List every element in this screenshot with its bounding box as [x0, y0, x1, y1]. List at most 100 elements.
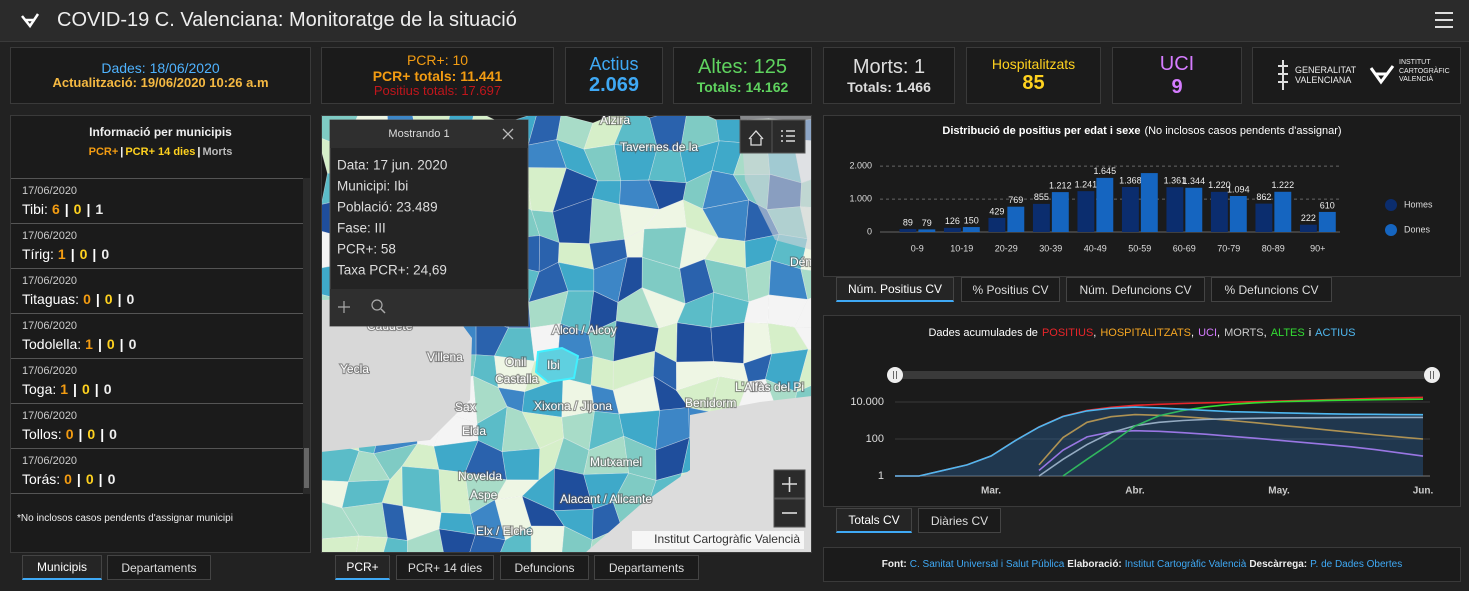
item-separator: |	[70, 246, 75, 262]
legend-label: MORTS	[1224, 327, 1264, 339]
municipality[interactable]	[401, 466, 442, 513]
y-tick-label: 100	[866, 433, 884, 445]
y-tick-label: 2.000	[849, 161, 872, 171]
bar	[918, 229, 936, 232]
municipality[interactable]	[796, 348, 839, 393]
municipality[interactable]	[590, 356, 614, 391]
item-name: Tollos:	[22, 426, 62, 442]
title-separator: ,	[1093, 327, 1096, 339]
gva-logo-text: GENERALITAT VALENCIANA	[1295, 65, 1356, 85]
bar	[1032, 203, 1050, 232]
data-label: 1.645	[1094, 166, 1117, 176]
municipality[interactable]	[312, 535, 360, 565]
list-item[interactable]: 17/06/2020 Tollos: 0 | 0 | 0	[11, 404, 303, 449]
list-item[interactable]: 17/06/2020 Toga: 1 | 0 | 0	[11, 359, 303, 404]
tab[interactable]: Núm. Positius CV	[836, 277, 954, 302]
tab[interactable]: Núm. Defuncions CV	[1066, 277, 1205, 302]
place-label: Alzira	[600, 113, 630, 127]
data-label: 79	[922, 218, 932, 228]
tab[interactable]: Diàries CV	[918, 508, 1001, 533]
tab[interactable]: Totals CV	[836, 508, 912, 533]
footer-link: C. Sanitat Universal i Salut Pública	[909, 559, 1065, 570]
x-tick-label: May.	[1268, 486, 1290, 497]
attribution: Institut Cartogràfic Valencià	[654, 532, 800, 546]
item-value: 0	[101, 246, 110, 262]
tab[interactable]: % Positius CV	[961, 277, 1060, 302]
municipality[interactable]	[381, 537, 408, 568]
tab[interactable]: PCR+	[335, 555, 390, 580]
tab[interactable]: Departaments	[107, 555, 211, 580]
municipis-list: 17/06/2020 Tibi: 6 | 0 | 1 17/06/2020 Tírig: 1 | 0 |…	[11, 178, 303, 494]
municipality[interactable]	[530, 525, 565, 567]
item-separator: |	[76, 471, 81, 487]
municipality[interactable]	[407, 528, 447, 571]
tab[interactable]: Departaments	[594, 555, 699, 580]
list-item[interactable]: 17/06/2020 Torás: 0 | 0 | 0	[11, 449, 303, 494]
municipality[interactable]	[354, 535, 388, 565]
municipality[interactable]	[676, 322, 714, 363]
municipality[interactable]	[800, 268, 839, 300]
bar	[1121, 186, 1139, 232]
scrollbar[interactable]	[303, 178, 310, 494]
municipality[interactable]	[465, 534, 506, 568]
bar	[1274, 191, 1292, 232]
footer-label: Descàrrega:	[1249, 559, 1308, 570]
scrollbar-thumb[interactable]	[304, 448, 309, 488]
title-separator: ,	[1217, 327, 1220, 339]
popup-move-icon[interactable]	[338, 301, 350, 313]
slider-handle[interactable]	[887, 367, 903, 383]
popup-zoom-icon[interactable]	[371, 299, 383, 311]
list-item[interactable]: 17/06/2020 Todolella: 1 | 0 | 0	[11, 314, 303, 359]
line	[1062, 398, 1424, 477]
area	[895, 407, 1423, 476]
place-label: Alacant / Alicante	[560, 492, 652, 506]
home-button[interactable]	[739, 119, 773, 154]
place-label: Onil	[505, 355, 526, 369]
list-item[interactable]: 17/06/2020 Titaguas: 0 | 0 | 0	[11, 269, 303, 314]
tab[interactable]: PCR+ 14 dies	[396, 555, 494, 580]
tab[interactable]: Municipis	[22, 555, 102, 580]
x-tick-label: 50-59	[1128, 243, 1151, 253]
item-separator: |	[78, 426, 83, 442]
stat-box: Hospitalitzats 85	[966, 47, 1101, 104]
municipality[interactable]	[794, 326, 839, 357]
popup-close[interactable]	[502, 128, 514, 140]
data-label: 769	[1008, 195, 1023, 205]
popup-field: PCR+: 58	[337, 242, 396, 257]
municipality[interactable]	[438, 528, 476, 571]
item-values: Tírig: 1 | 0 | 0	[22, 246, 109, 262]
selected-municipality[interactable]	[534, 346, 580, 384]
place-label: Elx / Elche	[476, 524, 533, 538]
legend-item: PCR+ 14 dies	[125, 146, 196, 158]
menu-button[interactable]	[1434, 11, 1454, 29]
municipality[interactable]	[794, 286, 839, 328]
tab[interactable]: % Defuncions CV	[1211, 277, 1332, 302]
slider-handle[interactable]	[1424, 367, 1440, 383]
item-separator: |	[119, 336, 124, 352]
item-value: 0	[87, 426, 96, 442]
line-chart-panel	[823, 315, 1461, 507]
item-separator: |	[98, 471, 103, 487]
stat-text: Totals: 14.162	[696, 78, 789, 95]
logo-line: GENERALITAT	[1295, 65, 1357, 75]
list-item[interactable]: 17/06/2020 Tibi: 6 | 0 | 1	[11, 179, 303, 224]
municipality[interactable]	[710, 322, 745, 364]
tab[interactable]: Defuncions	[500, 555, 589, 580]
bar	[1166, 187, 1184, 232]
municipality[interactable]	[561, 525, 593, 564]
line	[1038, 429, 1424, 472]
stat-box: Actius 2.069	[565, 47, 663, 104]
footer-link: P. de Dades Obertes	[1310, 559, 1403, 570]
list-item[interactable]: 17/06/2020 Tírig: 1 | 0 | 0	[11, 224, 303, 269]
logo-line: CARTOGRÀFIC	[1399, 67, 1450, 75]
data-label: 1.222	[1272, 180, 1295, 190]
data-label: 1.344	[1183, 176, 1206, 186]
stat-text: Actualització: 19/06/2020 10:26 a.m	[52, 75, 269, 91]
municipality[interactable]	[501, 448, 541, 481]
legend-item: Morts	[202, 146, 233, 158]
chart-title: Dades acumulades de POSITIUS, HOSPITALITZA…	[928, 327, 1355, 339]
panel-title: Informació per municipis	[89, 125, 232, 139]
gva-logo-mark	[1278, 60, 1288, 90]
stat-box: Dades: 18/06/2020 Actualització: 19/06/20…	[10, 47, 311, 104]
municipality[interactable]	[494, 525, 532, 569]
